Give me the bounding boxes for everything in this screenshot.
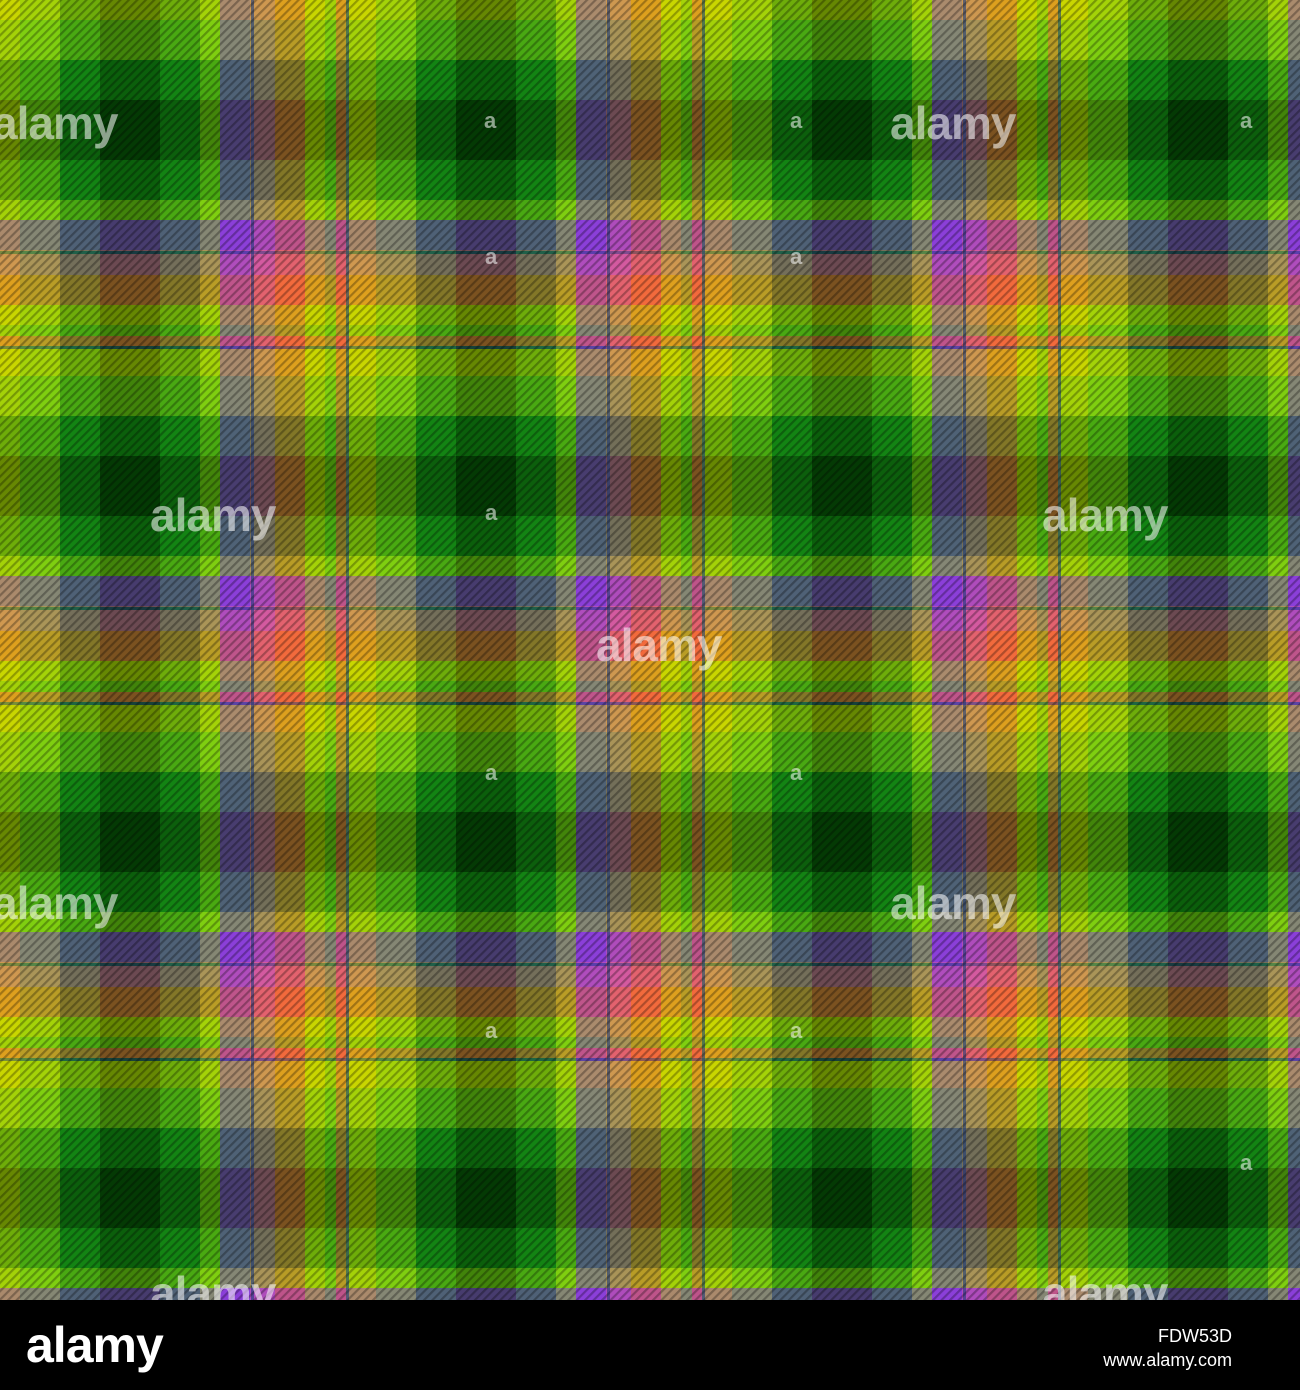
footer-logo: alamy: [26, 1317, 164, 1373]
footer-url: www.alamy.com: [1103, 1350, 1232, 1370]
image-id: FDW53D: [1157, 1326, 1232, 1346]
twill-texture: [0, 0, 1300, 1300]
tartan-svg: [0, 0, 1300, 1300]
footer-bar: alamy FDW53D www.alamy.com: [0, 1300, 1300, 1390]
tartan-pattern: alamy alamy alamy alamy alamy alamy alam…: [0, 0, 1300, 1300]
